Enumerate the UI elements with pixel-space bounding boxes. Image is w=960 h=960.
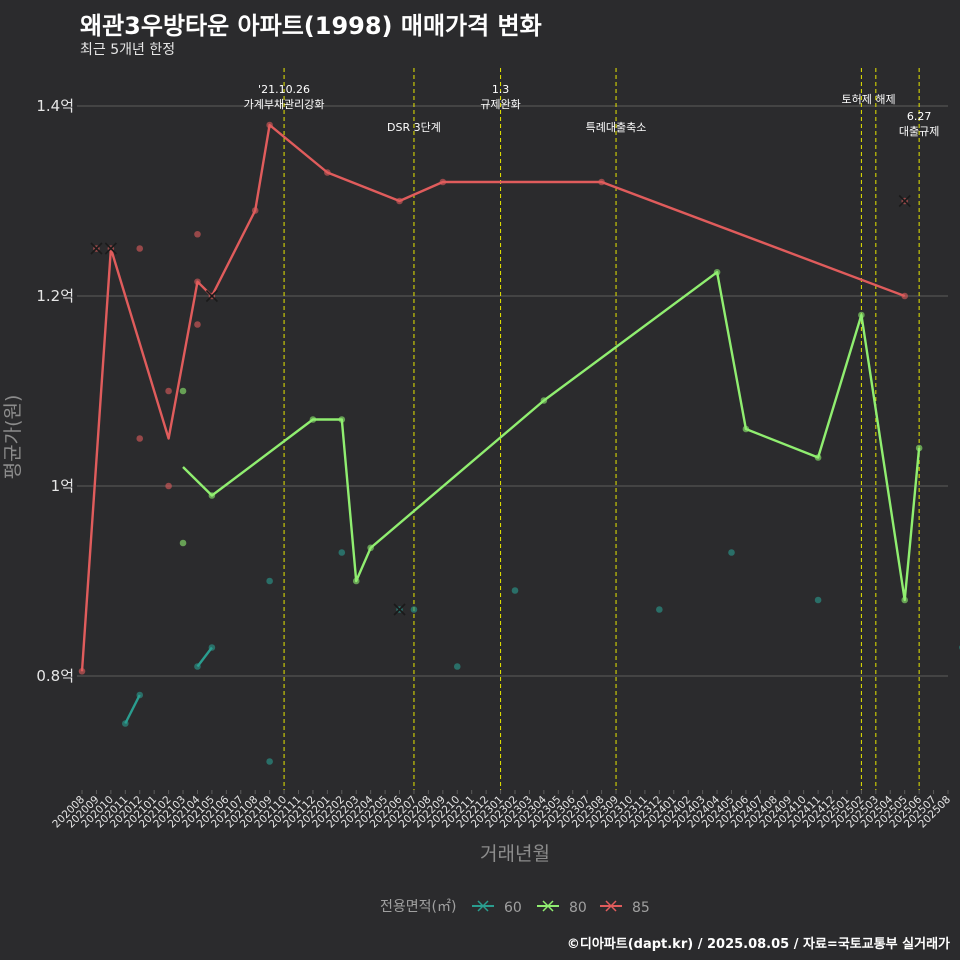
event-label: 특례대출축소 <box>586 121 647 134</box>
legend-label: 80 <box>569 900 587 916</box>
data-point <box>410 606 418 613</box>
data-point <box>728 549 735 556</box>
y-axis-ticks: 0.8억 1억 1.2억 1.4억 <box>36 97 82 685</box>
source-caption: ©디아파트(dapt.kr) / 2025.08.05 / 자료=국토교통부 실… <box>566 937 950 952</box>
cross-marker <box>393 603 406 616</box>
legend-cross <box>477 900 489 912</box>
series-line <box>124 694 141 725</box>
series-60 <box>122 549 960 765</box>
legend: 전용면적(㎡) 60 80 85 <box>380 899 650 916</box>
data-point <box>165 482 172 490</box>
y-axis-title: 평균가(원) <box>2 395 24 480</box>
cross-stroke <box>393 603 406 616</box>
chart-title: 왜관3우방타운 아파트(1998) 매매가격 변화 <box>80 12 542 40</box>
data-point <box>136 435 144 442</box>
data-point <box>453 663 461 670</box>
data-point <box>179 387 187 395</box>
legend-item-80: 80 <box>537 900 587 916</box>
data-point <box>266 758 273 765</box>
cross-stroke <box>898 194 911 208</box>
legend-item-85: 85 <box>600 900 650 916</box>
data-point <box>338 549 346 556</box>
event-label: 가계부채관리강화 <box>244 98 325 111</box>
series-80 <box>179 268 923 604</box>
legend-cross <box>542 900 554 912</box>
event-label: 1.3 <box>492 83 510 96</box>
event-label: 규제완화 <box>480 98 520 111</box>
series-line <box>182 271 921 602</box>
event-label: 대출규제 <box>899 125 939 138</box>
series-layer <box>78 121 960 765</box>
cross-marker <box>205 289 218 303</box>
series-85 <box>78 121 911 675</box>
y-tick-label: 1.2억 <box>36 287 74 305</box>
event-label: '21.10.26 <box>258 83 310 96</box>
legend-label: 60 <box>504 900 522 916</box>
cross-marker <box>90 242 103 255</box>
y-tick-label: 0.8억 <box>36 667 74 685</box>
legend-label: 85 <box>632 900 650 916</box>
data-point <box>814 596 822 604</box>
data-point <box>194 230 201 238</box>
data-point <box>511 587 519 594</box>
chart-subtitle: 최근 5개년 한정 <box>80 42 176 58</box>
y-tick-label: 1.4억 <box>36 97 74 115</box>
event-label: DSR 3단계 <box>387 121 441 134</box>
data-point <box>656 606 663 613</box>
legend-cross <box>605 900 617 912</box>
event-label: 6.27 <box>907 110 932 123</box>
cross-marker <box>898 194 911 208</box>
data-point <box>179 539 187 547</box>
x-axis-ticks: 2020082020092020102020112020122021012021… <box>50 790 953 830</box>
data-point <box>194 321 201 328</box>
data-point <box>266 577 273 585</box>
x-axis-title: 거래년월 <box>480 843 550 865</box>
legend-item-60: 60 <box>472 900 522 916</box>
legend-title: 전용면적(㎡) <box>380 899 456 915</box>
data-point <box>915 444 923 452</box>
data-point <box>136 245 144 252</box>
y-tick-label: 1억 <box>51 477 74 495</box>
series-line <box>196 646 213 668</box>
cross-stroke <box>90 242 103 255</box>
cross-stroke <box>104 242 117 255</box>
series-line <box>80 123 906 672</box>
cross-stroke <box>205 289 218 303</box>
data-point <box>165 387 172 395</box>
cross-marker <box>104 242 117 255</box>
event-label: 토허제 해제 <box>842 92 896 106</box>
